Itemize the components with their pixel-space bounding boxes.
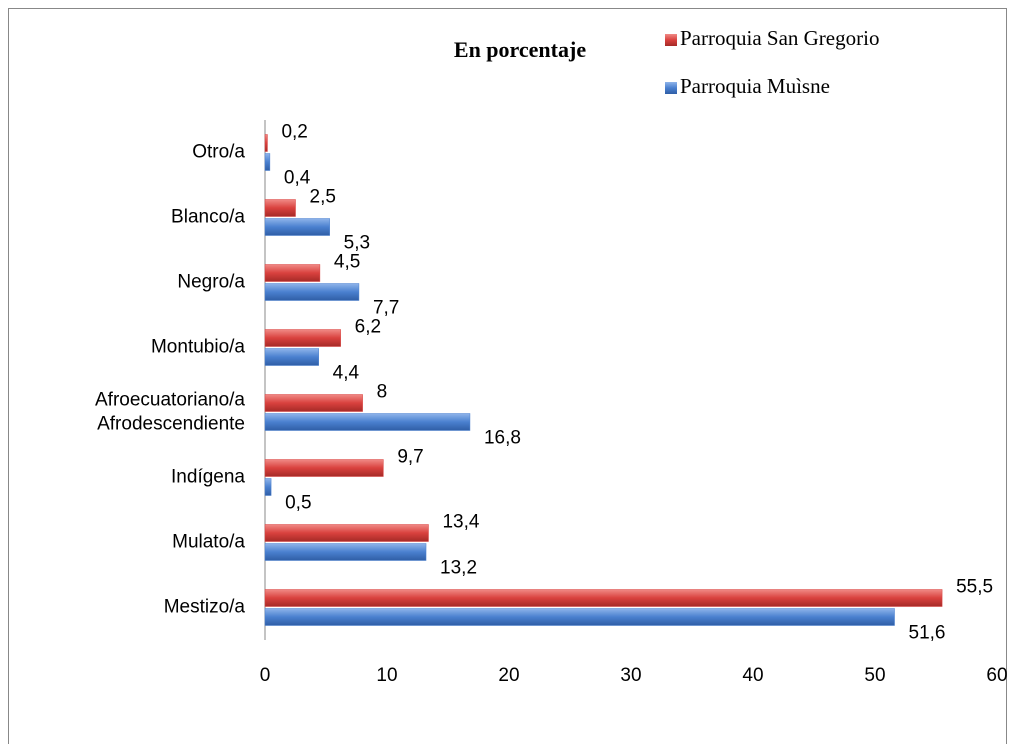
- y-tick-label: Montubio/a: [151, 337, 245, 358]
- value-label: 51,6: [909, 623, 946, 644]
- value-label: 8: [377, 382, 388, 403]
- value-label: 0,5: [285, 493, 311, 514]
- bar: [264, 329, 341, 347]
- legend-swatch: [665, 34, 677, 46]
- legend-swatch: [665, 82, 677, 94]
- value-label: 13,2: [440, 558, 477, 579]
- legend-label: Parroquia San Gregorio: [680, 26, 879, 50]
- bar: [264, 218, 330, 236]
- y-tick-label: Otro/a: [192, 142, 245, 163]
- y-tick-label: Negro/a: [177, 272, 245, 293]
- bar: [264, 413, 471, 431]
- x-tick-label: 50: [864, 665, 885, 686]
- y-tick-label: Blanco/a: [171, 207, 245, 228]
- value-label: 4,4: [333, 363, 360, 384]
- value-label: 6,2: [355, 317, 381, 338]
- bar: [264, 543, 427, 561]
- value-label: 0,4: [284, 168, 311, 189]
- y-tick-label: Afroecuatoriano/a Afrodescendiente: [95, 390, 245, 435]
- bar: [264, 608, 895, 626]
- bar: [264, 394, 363, 412]
- bar: [264, 459, 384, 477]
- value-label: 13,4: [442, 512, 479, 533]
- chart-border: [8, 8, 1007, 744]
- bar: [264, 589, 943, 607]
- x-tick-label: 10: [376, 665, 397, 686]
- value-label: 0,2: [281, 122, 307, 143]
- y-tick-label: Indígena: [171, 467, 245, 488]
- bar: [264, 348, 319, 366]
- value-label: 4,5: [334, 252, 360, 273]
- bar: [264, 524, 429, 542]
- x-tick-label: 20: [498, 665, 519, 686]
- value-label: 9,7: [397, 447, 423, 468]
- value-label: 5,3: [344, 233, 370, 254]
- bar: [264, 478, 272, 496]
- x-tick-label: 0: [260, 665, 271, 686]
- value-label: 55,5: [956, 577, 993, 598]
- bar: [264, 134, 268, 152]
- bar: [264, 199, 296, 217]
- value-label: 16,8: [484, 428, 521, 449]
- x-tick-label: 60: [986, 665, 1007, 686]
- y-tick-label: Mulato/a: [172, 532, 245, 553]
- legend-label: Parroquia Muìsne: [680, 74, 830, 98]
- bar: [264, 264, 321, 282]
- chart-title: En porcentaje: [454, 37, 586, 62]
- value-label: 2,5: [310, 187, 336, 208]
- y-tick-label: Mestizo/a: [164, 597, 246, 618]
- value-label: 7,7: [373, 298, 399, 319]
- x-tick-label: 40: [742, 665, 763, 686]
- bar: [264, 153, 271, 171]
- bar: [264, 283, 360, 301]
- x-tick-label: 30: [620, 665, 641, 686]
